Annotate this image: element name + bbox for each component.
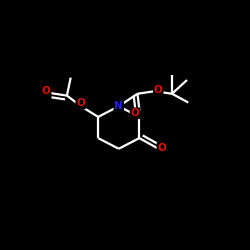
Text: O: O <box>76 98 85 108</box>
Text: N: N <box>114 101 123 111</box>
Text: O: O <box>130 108 139 118</box>
Text: O: O <box>158 143 166 153</box>
Text: O: O <box>42 86 50 96</box>
Text: O: O <box>154 85 162 95</box>
